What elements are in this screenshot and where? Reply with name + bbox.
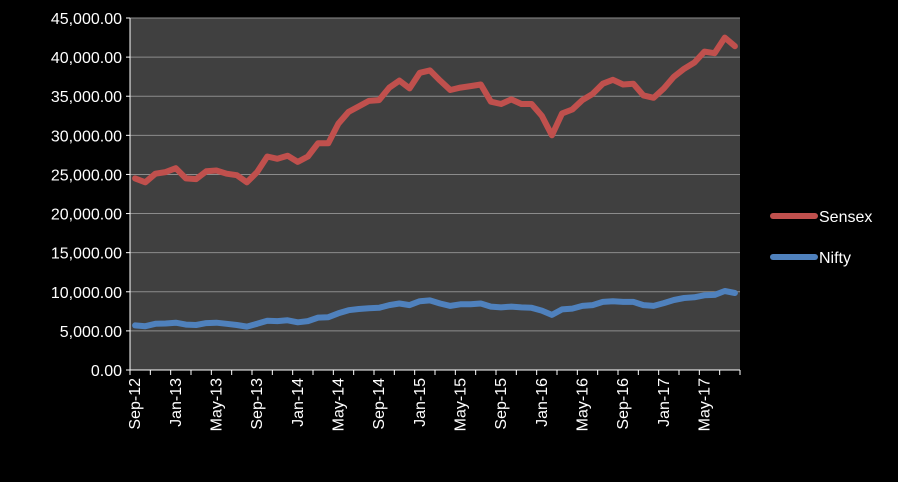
y-tick-label: 45,000.00 xyxy=(51,11,122,28)
y-tick-label: 15,000.00 xyxy=(51,246,122,263)
legend-label-sensex: Sensex xyxy=(819,209,872,226)
x-tick-label: Jan-17 xyxy=(656,378,673,427)
y-axis-tick-labels: 0.00 5,000.00 10,000.00 15,000.00 20,000.00 2… xyxy=(51,11,130,380)
y-tick-label: 10,000.00 xyxy=(51,285,122,302)
y-tick-label: 5,000.00 xyxy=(60,324,122,341)
x-tick-label: Jan-14 xyxy=(290,378,307,427)
x-tick-label: Sep-13 xyxy=(249,378,266,430)
y-tick-label: 20,000.00 xyxy=(51,207,122,224)
x-tick-label: Sep-14 xyxy=(371,378,388,430)
x-tick-label: May-16 xyxy=(574,378,591,431)
x-tick-label: Sep-12 xyxy=(127,378,144,430)
x-tick-label: May-13 xyxy=(208,378,225,431)
x-tick-label: Jan-13 xyxy=(168,378,185,427)
x-tick-label: May-14 xyxy=(330,378,347,431)
x-tick-label: May-15 xyxy=(452,378,469,431)
series-line-sensex xyxy=(132,34,738,186)
legend: Sensex Nifty xyxy=(770,209,872,267)
y-tick-label: 25,000.00 xyxy=(51,167,122,184)
x-tick-label: Sep-15 xyxy=(493,378,510,430)
x-tick-label: Jan-15 xyxy=(412,378,429,427)
x-tick-label: Jan-16 xyxy=(534,378,551,427)
plot-area xyxy=(130,18,740,370)
legend-label-nifty: Nifty xyxy=(819,250,851,267)
y-tick-label: 35,000.00 xyxy=(51,89,122,106)
x-axis-tick-labels: Sep-12 Jan-13 May-13 Sep-13 Jan-14 May-14 Sep-… xyxy=(127,378,713,431)
series-lines xyxy=(132,34,738,330)
y-tick-label: 30,000.00 xyxy=(51,128,122,145)
x-tick-label: Sep-16 xyxy=(615,378,632,430)
axes xyxy=(129,18,741,375)
x-tick-label: May-17 xyxy=(696,378,713,431)
gridlines xyxy=(130,17,740,332)
series-line-nifty xyxy=(132,288,738,330)
y-tick-label: 40,000.00 xyxy=(51,50,122,67)
y-tick-label: 0.00 xyxy=(91,363,122,380)
